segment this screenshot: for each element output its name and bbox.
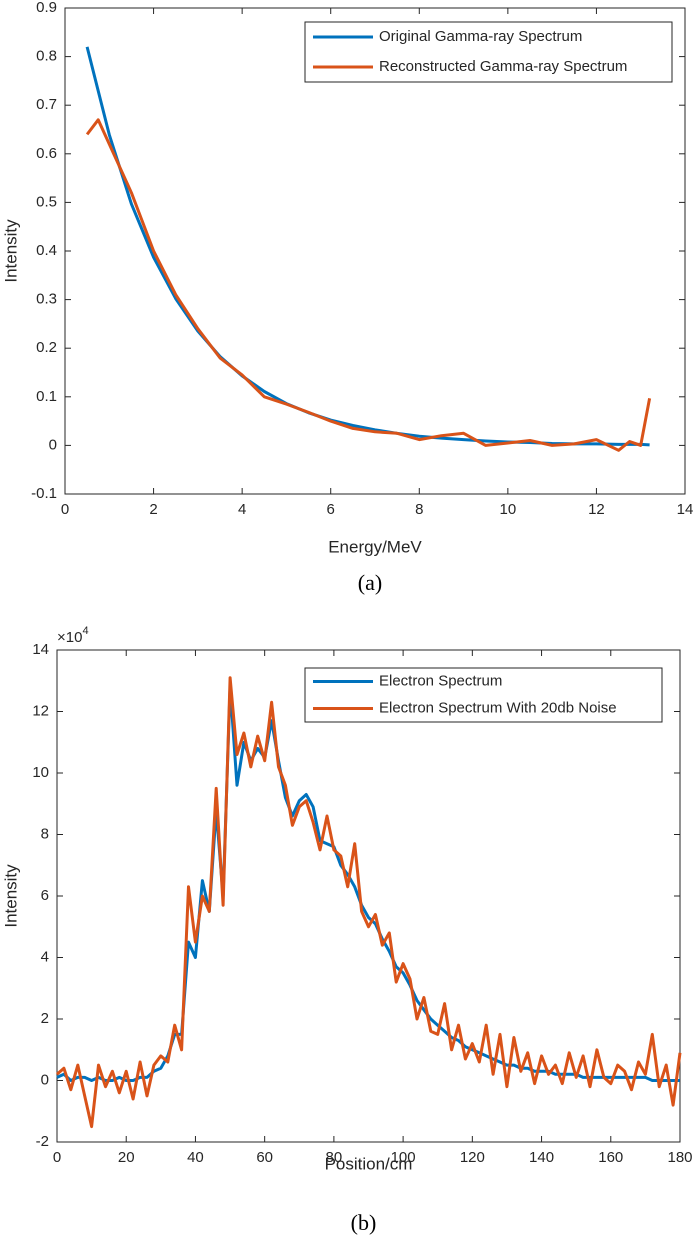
y-tick-label: 0.9 [36, 0, 57, 16]
x-tick-label: 100 [391, 1149, 416, 1166]
y-tick-label: 0.1 [36, 388, 57, 405]
legend-label: Original Gamma-ray Spectrum [379, 28, 582, 45]
x-tick-label: 0 [61, 501, 69, 518]
y-tick-label: 0 [49, 436, 57, 453]
x-tick-label: 80 [326, 1149, 343, 1166]
caption: (b) [351, 1210, 377, 1235]
plot-area [56, 649, 681, 1143]
y-tick-label: 0.6 [36, 145, 57, 162]
x-tick-label: 140 [529, 1149, 554, 1166]
multiplier-base: ×10 [57, 629, 82, 646]
x-axis-label: Energy/MeV [328, 537, 422, 556]
y-tick-label: 12 [32, 702, 49, 719]
legend-label: Reconstructed Gamma-ray Spectrum [379, 58, 627, 75]
legend-label: Electron Spectrum [379, 672, 502, 689]
x-tick-label: 6 [327, 501, 335, 518]
x-tick-label: 2 [149, 501, 157, 518]
y-multiplier: ×104 [57, 625, 89, 646]
y-tick-label: 10 [32, 764, 49, 781]
x-tick-label: 10 [500, 501, 517, 518]
x-tick-label: 120 [460, 1149, 485, 1166]
x-tick-label: 160 [598, 1149, 623, 1166]
x-tick-label: 12 [588, 501, 605, 518]
x-tick-label: 14 [677, 501, 694, 518]
legend-label: Electron Spectrum With 20db Noise [379, 699, 617, 716]
y-tick-label: 0.4 [36, 242, 57, 259]
y-tick-label: 0.5 [36, 193, 57, 210]
x-tick-label: 20 [118, 1149, 135, 1166]
legend: Electron Spectrum Electron Spectrum With … [304, 667, 663, 723]
multiplier-exponent: 4 [82, 625, 88, 637]
x-tick-label: 4 [238, 501, 246, 518]
x-tick-label: 180 [667, 1149, 692, 1166]
x-tick-label: 40 [187, 1149, 204, 1166]
legend: Original Gamma-ray Spectrum Reconstructed… [304, 21, 673, 83]
data-line [85, 118, 652, 452]
y-tick-label: -0.1 [31, 485, 57, 502]
y-tick-label: 0.7 [36, 96, 57, 113]
y-tick-label: -2 [36, 1133, 49, 1150]
y-tick-label: 0.3 [36, 291, 57, 308]
y-tick-label: 6 [41, 887, 49, 904]
y-tick-label: 8 [41, 825, 49, 842]
caption: (a) [358, 570, 382, 595]
y-tick-label: 14 [32, 641, 49, 658]
y-tick-label: 0.8 [36, 48, 57, 65]
y-axis-label: Intensity [1, 864, 20, 928]
plot-area [64, 7, 686, 495]
legend-box [304, 667, 663, 723]
y-tick-label: 0.2 [36, 339, 57, 356]
y-axis-label: Intensity [1, 219, 20, 283]
y-tick-label: 2 [41, 1010, 49, 1027]
x-tick-label: 8 [415, 501, 423, 518]
x-tick-label: 0 [53, 1149, 61, 1166]
x-tick-label: 60 [256, 1149, 273, 1166]
legend-box [304, 21, 673, 83]
x-axis-label: Position/cm [325, 1154, 413, 1173]
y-tick-label: 0 [41, 1071, 49, 1088]
y-tick-label: 4 [41, 948, 49, 965]
data-line [56, 676, 682, 1129]
